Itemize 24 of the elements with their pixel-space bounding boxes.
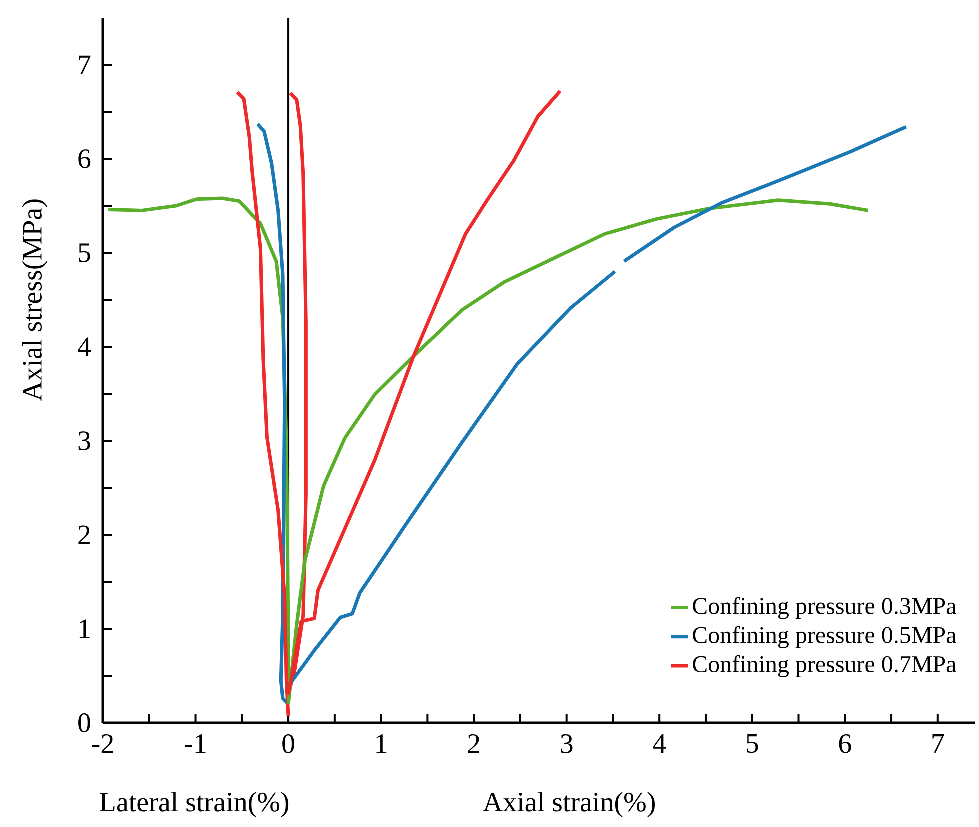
x-tick-label: -2 — [92, 734, 114, 754]
legend-label: Confining pressure 0.3MPa — [693, 597, 956, 620]
x-tick-label: 2 — [468, 734, 480, 754]
y-tick-label: 0 — [78, 714, 90, 732]
legend-label: Confining pressure 0.7MPa — [693, 655, 956, 678]
y-tick-label: 7 — [79, 56, 91, 74]
y-tick-label: 5 — [79, 244, 90, 262]
x-tick-label: 5 — [747, 734, 758, 754]
y-tick-label: 6 — [78, 150, 91, 168]
y-tick-label: 4 — [78, 338, 92, 356]
x-axis-title: Axial strain(%) — [483, 792, 655, 818]
x-tick-label: 4 — [653, 734, 666, 753]
x-tick-label: 3 — [561, 734, 573, 754]
x-tick-label: 7 — [932, 734, 944, 753]
text: Lateral strain(%) — [100, 792, 289, 818]
legend-label: Confining pressure 0.5MPa — [693, 626, 956, 648]
x-tick-label: -1 — [185, 734, 206, 754]
y-tick-label: 2 — [78, 526, 90, 544]
y-axis-title: Axial stress(MPa) — [22, 200, 48, 402]
x-tick-label: 6 — [839, 734, 852, 754]
y-tick-label: 3 — [78, 432, 90, 450]
x-tick-label: 0 — [282, 734, 294, 754]
x-tick-label: 1 — [376, 734, 387, 754]
y-tick-label: 1 — [80, 620, 90, 638]
